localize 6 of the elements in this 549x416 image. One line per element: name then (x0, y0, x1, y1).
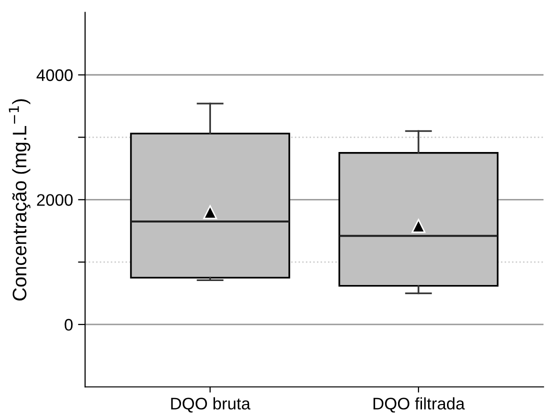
y-tick-label: 2000 (37, 194, 73, 206)
y-axis-title: Concentração (mg.L$^{−1}$) (8, 99, 30, 300)
x-tick-label: DQO bruta (171, 397, 250, 413)
x-tick-label: DQO filtrada (374, 397, 465, 413)
y-tick-label: 4000 (36, 69, 73, 82)
y-tick-label: 0 (64, 318, 73, 331)
